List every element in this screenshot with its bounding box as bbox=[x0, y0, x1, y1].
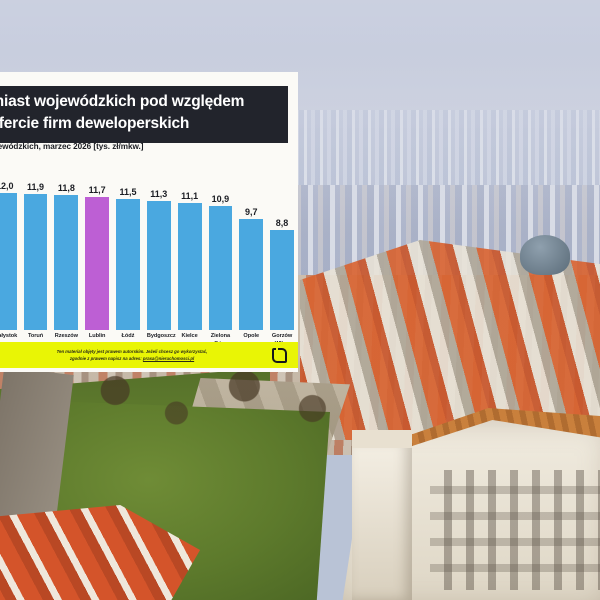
x-axis-label: Toruń bbox=[27, 333, 44, 339]
copyright-line-2-prefix: zgodnie z prawem napisz na adres: bbox=[69, 356, 143, 361]
church-dome bbox=[520, 235, 570, 275]
bar-column: 11,5 bbox=[116, 160, 140, 330]
bar-value-label: 11,3 bbox=[150, 189, 168, 199]
copyright-footer: i.ny.pl Ten materiał objęty jest prawem … bbox=[0, 342, 298, 368]
chart-title-line-2: v ofercie firm deweloperskich bbox=[0, 115, 190, 133]
bar-value-label: 11,8 bbox=[57, 183, 75, 193]
bar-value-label: 8,8 bbox=[275, 218, 289, 228]
bar-rect bbox=[116, 199, 140, 330]
bar-column: 11,3 bbox=[146, 160, 171, 330]
bar-column: 11,1 bbox=[177, 160, 202, 330]
chart-subtitle: iast wojewódzkich, marzec 2026 [tys. zł/… bbox=[0, 142, 144, 151]
bar-rect bbox=[0, 193, 17, 330]
bar-column: 10,9 bbox=[208, 160, 233, 330]
palace-tower bbox=[352, 440, 412, 600]
bar-series: 712,011,911,811,711,511,311,110,99,78,8 bbox=[0, 160, 294, 330]
bar-column: 8,8 bbox=[270, 160, 294, 330]
bar-value-label: 11,7 bbox=[88, 185, 106, 195]
bar-column: 11,8 bbox=[54, 160, 79, 330]
bar-value-label: 10,9 bbox=[211, 194, 230, 204]
palace-windows bbox=[430, 470, 600, 590]
bar-value-label: 11,1 bbox=[181, 191, 199, 201]
x-axis-label: Białystok bbox=[0, 333, 18, 339]
bar-rect bbox=[54, 195, 79, 330]
bar-rect bbox=[85, 197, 110, 330]
bar-column: 12,0 bbox=[0, 160, 17, 330]
chart-plot-area: 712,011,911,811,711,511,311,110,99,78,8 bbox=[0, 160, 298, 330]
bar-column: 9,7 bbox=[239, 160, 264, 330]
press-email-link[interactable]: prasa@nieruchomosci.pl bbox=[142, 356, 195, 361]
brand-logo[interactable] bbox=[262, 342, 296, 368]
chart-title-banner: h miast wojewódzkich pod względem v ofer… bbox=[0, 86, 288, 143]
copyright-notice: Ten materiał objęty jest prawem autorski… bbox=[2, 348, 262, 363]
bar-value-label: 9,7 bbox=[244, 207, 258, 217]
x-axis-label: Rzeszów bbox=[54, 333, 78, 339]
bar-rect bbox=[239, 219, 264, 330]
x-axis-label: Łódź bbox=[121, 333, 135, 339]
bar-value-label: 12,0 bbox=[0, 181, 14, 191]
bar-value-label: 11,9 bbox=[27, 182, 45, 192]
bar-column: 11,9 bbox=[23, 160, 48, 330]
x-axis-label: Kielce bbox=[181, 333, 198, 339]
x-axis-label: Opole bbox=[243, 333, 260, 339]
square-logo-icon bbox=[271, 344, 287, 363]
bar-value-label: 11,5 bbox=[119, 187, 137, 197]
bar-rect bbox=[270, 230, 294, 330]
x-axis-label: Bydgoszcz bbox=[146, 333, 176, 339]
tree-row bbox=[20, 368, 360, 458]
bar-rect bbox=[208, 206, 233, 330]
x-axis-label: Lublin bbox=[88, 333, 106, 339]
chart-title-line-1: h miast wojewódzkich pod względem bbox=[0, 93, 245, 110]
bar-rect bbox=[146, 201, 171, 330]
palace-tower-cap bbox=[352, 430, 412, 448]
copyright-line-1: Ten materiał objęty jest prawem autorski… bbox=[56, 348, 208, 354]
bar-column: 11,7 bbox=[85, 160, 110, 330]
bar-rect bbox=[23, 194, 48, 330]
infographic-card: h miast wojewódzkich pod względem v ofer… bbox=[0, 72, 298, 372]
bar-rect bbox=[177, 203, 202, 330]
